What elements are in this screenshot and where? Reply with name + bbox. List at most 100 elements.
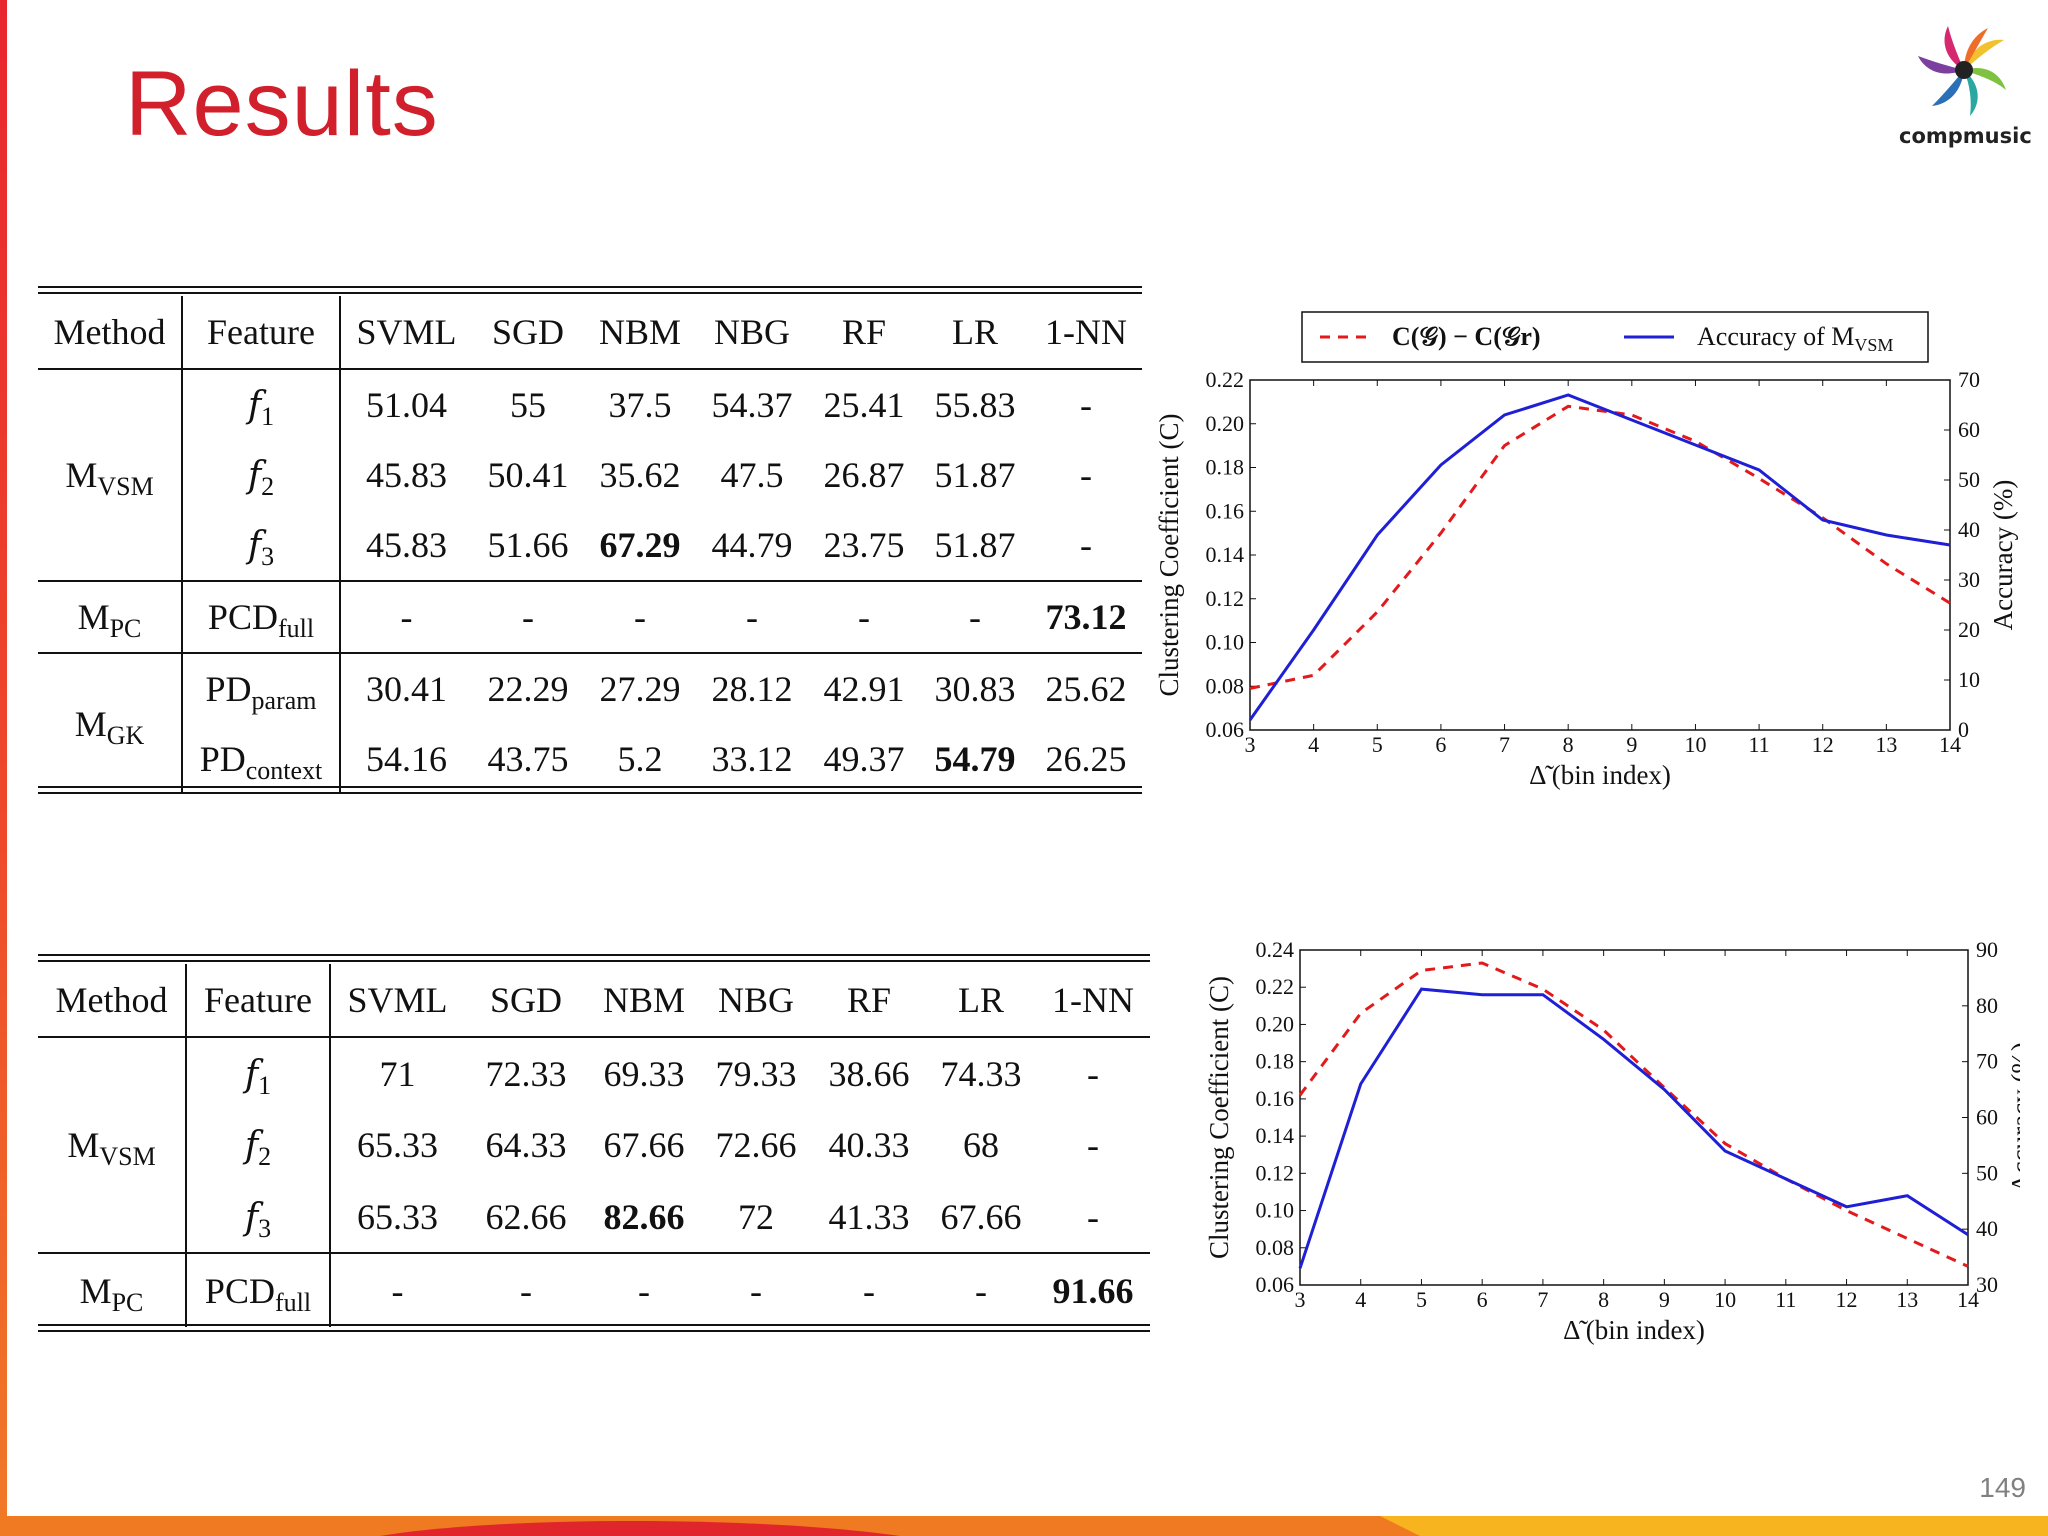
table1-col-1nn: 1-NN <box>1030 296 1142 370</box>
value-cell: - <box>340 581 472 654</box>
table-row: MVSM f1 71 72.33 69.33 79.33 38.66 74.33… <box>38 1037 1150 1254</box>
x-tick-label: 7 <box>1499 732 1510 757</box>
method-cell: MGK <box>38 653 183 794</box>
table-row: f3 65.33 62.66 82.66 72 41.33 67.66 - <box>38 1181 1150 1254</box>
y-tick-label: 0.12 <box>1256 1160 1295 1185</box>
value-cell: 67.29 <box>584 510 696 582</box>
feature-cell: f1 <box>182 369 341 440</box>
value-cell: 54.16 <box>366 739 447 779</box>
value-cell: 51.66 <box>472 510 584 582</box>
y-tick-label: 0.16 <box>1256 1086 1295 1111</box>
table-row: f3 45.83 51.66 67.29 44.79 23.75 51.87 - <box>38 510 1142 582</box>
value-cell: 27.29 <box>599 669 681 709</box>
table-row: PDcontext 54.16 43.75 5.2 33.12 49.37 54… <box>38 724 1142 794</box>
y-tick-label: 0.14 <box>1256 1123 1295 1148</box>
value-cell: 55.83 <box>934 385 1016 425</box>
table1-col-feature: Feature <box>182 296 341 370</box>
legend-box <box>1301 311 1929 363</box>
value-cell: 22.29 <box>487 669 569 709</box>
table2-col-method: Method <box>38 964 187 1038</box>
table-row: MVSM f1 51.04 55 37.5 54.37 25.41 55.83 … <box>38 369 1142 582</box>
value-cell: 43.75 <box>487 739 569 779</box>
y-tick-label: 0.06 <box>1256 1272 1295 1297</box>
value-cell: - <box>1080 385 1092 425</box>
chart-1: 3 4 5 6 7 8 9 10 11 12 13 14 0.06 0.08 0.10 0.12 0.14 0.1… <box>1154 311 2018 790</box>
value-cell: 51.87 <box>934 455 1016 495</box>
value-cell: - <box>1087 1125 1099 1165</box>
y2-tick-label: 60 <box>1958 417 1980 442</box>
value-cell: 51.87 <box>920 510 1030 582</box>
y2-tick-label: 40 <box>1976 1216 1998 1241</box>
table1-col-nbm: NBM <box>584 296 696 370</box>
table-row: f2 65.33 64.33 67.66 72.66 40.33 68 - <box>38 1109 1150 1181</box>
y2-tick-label: 70 <box>1976 1049 1998 1074</box>
value-cell: - <box>520 1270 532 1311</box>
x-tick-label: 11 <box>1775 1287 1796 1312</box>
x-tick-label: 11 <box>1748 732 1769 757</box>
table2-bottom-rule-b <box>38 1330 1150 1332</box>
slide-title: Results <box>125 53 439 155</box>
value-cell: 74.33 <box>940 1053 1022 1094</box>
y-axis-label: Clustering Coefficient (C) <box>1154 414 1184 697</box>
table1-col-rf: RF <box>808 296 920 370</box>
y2-tick-label: 80 <box>1976 993 1998 1018</box>
table1: Method Feature SVML SGD NBM NBG RF LR 1-… <box>38 296 1142 794</box>
table-row: MPC PCDfull - - - - - - 91.66 <box>38 1253 1150 1327</box>
series-line-accuracy <box>1298 987 1969 1269</box>
plot-frame <box>1299 949 1969 1286</box>
value-cell: - <box>584 581 696 654</box>
y-tick-label: 0.22 <box>1206 367 1245 392</box>
value-cell: 79.33 <box>715 1053 797 1094</box>
value-cell: 23.75 <box>808 510 920 582</box>
method-cell: MVSM <box>38 1037 187 1254</box>
value-cell: 73.12 <box>1030 581 1142 654</box>
y2-axis-label: Accuracy (%) <box>2006 1042 2020 1193</box>
x-tick-label: 6 <box>1477 1287 1488 1312</box>
table1-top-rule-a <box>38 286 1142 288</box>
table2-col-nbg: NBG <box>700 964 812 1038</box>
table2-top-rule-b <box>38 960 1150 962</box>
value-cell: 30.83 <box>934 669 1016 709</box>
value-cell: 54.79 <box>934 739 1016 779</box>
y-tick-label: 0.08 <box>1206 673 1245 698</box>
table2-col-1nn: 1-NN <box>1036 964 1150 1038</box>
value-cell: 30.41 <box>366 669 447 709</box>
y2-tick-label: 50 <box>1958 467 1980 492</box>
method-cell: MVSM <box>38 369 183 582</box>
plot-frame <box>1249 379 1951 731</box>
x-tick-label: 13 <box>1896 1287 1918 1312</box>
series-line-clustering <box>1249 404 1951 690</box>
value-cell: - <box>391 1270 404 1311</box>
table2-col-sgd: SGD <box>464 964 588 1038</box>
value-cell: - <box>920 581 1030 654</box>
x-tick-label: 14 <box>1957 1287 1979 1312</box>
table1-top-rule-b <box>38 292 1142 294</box>
value-cell: 64.33 <box>485 1125 567 1165</box>
value-cell: 38.66 <box>828 1053 910 1094</box>
logo-text: compmusic <box>1899 124 2032 148</box>
value-cell: - <box>975 1270 987 1311</box>
value-cell: - <box>750 1270 762 1311</box>
value-cell: 72 <box>700 1181 812 1254</box>
value-cell: 72.33 <box>485 1053 567 1094</box>
x-tick-label: 5 <box>1372 732 1383 757</box>
value-cell: 44.79 <box>696 510 808 582</box>
value-cell: 26.87 <box>823 455 905 495</box>
x-tick-label: 8 <box>1563 732 1574 757</box>
x-tick-label: 13 <box>1875 732 1897 757</box>
x-tick-label: 9 <box>1626 732 1637 757</box>
y-tick-label: 0.08 <box>1256 1235 1295 1260</box>
y2-tick-label: 70 <box>1958 367 1980 392</box>
value-cell: 42.91 <box>823 669 905 709</box>
value-cell: 51.04 <box>366 385 447 425</box>
chart-2: 3 4 5 6 7 8 9 10 11 12 13 14 0.06 0.08 0.10 0.12 0.14 0.1… <box>1204 937 2020 1345</box>
value-cell: 82.66 <box>588 1181 700 1254</box>
value-cell: - <box>1087 1053 1099 1094</box>
y2-tick-label: 30 <box>1976 1272 1998 1297</box>
value-cell: - <box>1080 455 1092 495</box>
value-cell: 47.5 <box>720 455 784 495</box>
y-tick-label: 0.14 <box>1206 542 1245 567</box>
table2-top-rule-a <box>38 954 1150 956</box>
left-accent-stripe <box>0 0 7 1536</box>
value-cell: - <box>1036 1181 1150 1254</box>
